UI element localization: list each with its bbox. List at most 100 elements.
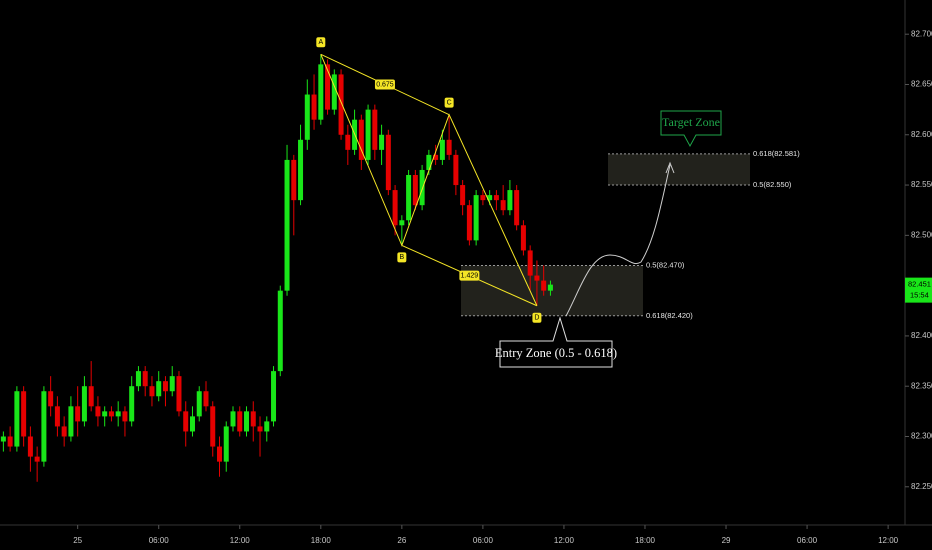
candle-body [331,74,337,110]
y-tick-label: 82.400 [911,331,932,340]
candle-body [196,391,202,417]
candle-body [129,386,135,422]
candle-body [48,391,54,407]
ratio-label: 1.429 [461,272,479,279]
candle-body [412,175,418,206]
candle-body [95,406,101,417]
ratio-box [459,270,480,281]
candle-body [230,411,236,427]
candle-body [68,406,74,437]
candle-body [379,134,385,150]
y-tick-label: 82.500 [911,230,932,239]
countdown: 15:54 [910,291,929,300]
projection-arrow [565,164,671,317]
candle-body [250,411,256,427]
candle-body [142,371,148,387]
candle-body [406,175,412,221]
candle-body [237,411,243,432]
ratio-label: 0.675 [376,81,394,88]
zone-level-label: 0.5(82.550) [753,180,792,189]
candle-body [277,290,283,372]
zone-level-label: 0.618(82.420) [646,311,693,320]
zone-level-label: 0.618(82.581) [753,149,800,158]
x-tick-label: 12:00 [230,536,251,545]
point-label: D [534,315,539,322]
candle-body [264,421,270,432]
x-tick-label: 29 [722,536,731,545]
candle-body [298,139,304,201]
candle-body [7,436,13,447]
candle-body [534,275,540,281]
candle-body [318,64,324,120]
candle-body [75,406,81,422]
candle-body [446,139,452,155]
candle-body [169,376,175,392]
candle-body [21,391,27,437]
price-tag [905,277,932,303]
candle-body [284,159,290,291]
candle-body [176,376,182,412]
candle-body [514,190,520,226]
candle-body [358,119,364,160]
candle-body [453,154,459,186]
candle-body [419,169,425,206]
candle-body [487,195,493,201]
x-tick-label: 18:00 [635,536,656,545]
point-box [444,97,454,108]
candle-body [88,386,94,407]
candle-body [527,250,533,276]
candle-body [399,220,405,226]
candle-body [14,391,20,447]
candle-body [433,154,439,160]
candle-body [480,195,486,201]
candle-body [41,391,47,462]
candle-body [473,195,479,241]
ratio-box [374,79,395,90]
candle-body [311,94,317,120]
candle-body [338,74,344,135]
pattern-line [320,54,538,306]
candle-body [122,411,128,422]
candle-body [466,205,472,241]
candle-body [34,456,40,462]
candle-body [426,154,432,170]
x-tick-label: 18:00 [311,536,332,545]
candle-body [216,446,222,462]
candle-body [257,426,263,432]
target-callout [660,110,722,148]
candle-body [493,195,499,201]
candle-body [189,416,195,432]
point-label: C [447,99,452,106]
candle-body [520,225,526,251]
point-label: A [318,39,323,46]
candle-body [460,185,466,206]
candle-body [291,159,297,201]
y-tick-label: 82.250 [911,482,932,491]
y-tick-label: 82.700 [911,29,932,38]
candle-body [135,371,141,387]
target-label: Target Zone [662,115,720,129]
y-tick-label: 82.650 [911,80,932,89]
candle-body [365,109,371,160]
candle-body [345,134,351,150]
candle-body [244,411,250,432]
candle-body [81,386,87,422]
candle-body [372,109,378,150]
zone [608,153,750,186]
x-tick-label: 12:00 [878,536,899,545]
candle-body [156,381,162,397]
candle-body [108,411,114,417]
x-tick-label: 26 [397,536,406,545]
candle-body [203,391,209,407]
candle-body [507,190,513,211]
candle-body [325,64,331,110]
candle-body [385,134,391,191]
candle-body [547,284,553,291]
candle-body [304,94,310,140]
entry-label: Entry Zone (0.5 - 0.618) [495,346,617,360]
candle-body [392,190,398,226]
point-box [397,252,407,263]
point-box [532,312,542,323]
y-tick-label: 82.550 [911,180,932,189]
